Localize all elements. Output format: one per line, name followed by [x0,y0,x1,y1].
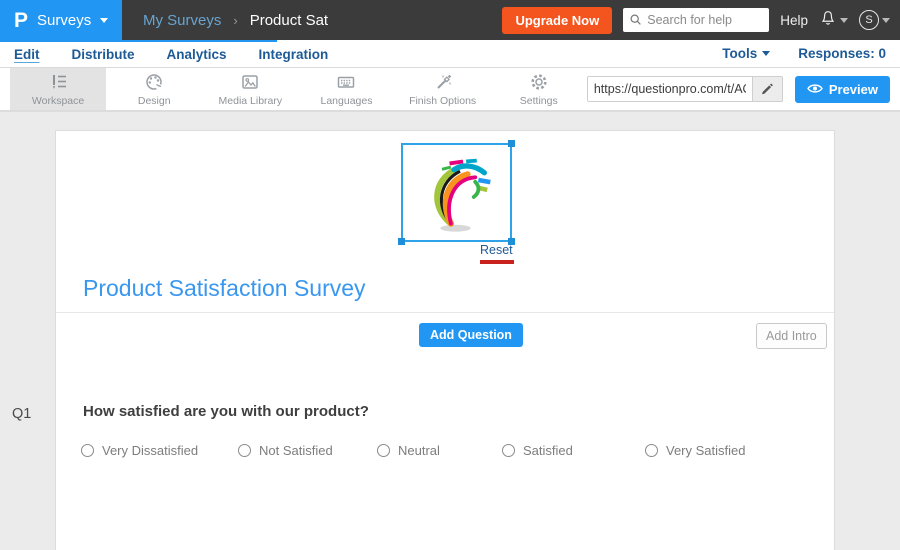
survey-card: Reset Product Satisfaction Survey Add Qu… [55,130,835,550]
tab-integration[interactable]: Integration [258,47,329,62]
reset-red-underline [480,260,514,264]
help-link[interactable]: Help [780,12,808,28]
answer-option-neutral[interactable]: Neutral [377,443,440,458]
breadcrumb-my-surveys[interactable]: My Surveys [143,11,222,29]
help-search [623,8,770,32]
header-accent-strip [0,40,277,42]
account-menu[interactable]: S [859,10,890,30]
app-logo-menu[interactable]: P Surveys [0,0,122,40]
answer-options-row: Very Dissatisfied Not Satisfied Neutral … [56,443,834,467]
surveys-menu-label: Surveys [37,11,92,29]
preview-button[interactable]: Preview [794,75,890,103]
languages-icon [335,71,357,93]
toolbar-item-label: Design [137,95,171,107]
workspace-canvas: Q1 [0,112,900,550]
resize-handle-top-right[interactable] [508,140,515,147]
search-icon [629,13,642,31]
toolbar-item-finish-options[interactable]: Finish Options [395,68,491,110]
resize-handle-bottom-right[interactable] [508,238,515,245]
question-text[interactable]: How satisfied are you with our product? [83,403,369,420]
preview-button-label: Preview [828,81,878,97]
finish-options-icon [432,71,454,93]
radio-icon[interactable] [81,444,94,457]
chevron-down-icon [100,17,109,23]
notifications-menu[interactable] [819,9,848,32]
toolbar-item-workspace[interactable]: Workspace [10,68,107,110]
toolbar-item-label: Media Library [218,95,283,107]
survey-title[interactable]: Product Satisfaction Survey [83,275,366,301]
toolbar-item-label: Settings [519,95,558,107]
media-library-icon [239,71,261,93]
survey-url-input[interactable] [587,77,752,101]
answer-option-label: Neutral [398,443,440,458]
edit-url-button[interactable] [751,77,782,101]
tab-edit[interactable]: Edit [14,47,40,62]
toolbar-item-label: Languages [320,95,373,107]
toolbar-item-design[interactable]: Design [106,68,202,110]
add-question-button[interactable]: Add Question [419,323,523,347]
responses-count[interactable]: Responses: 0 [798,46,886,61]
tab-distribute[interactable]: Distribute [71,47,135,62]
answer-option-label: Satisfied [523,443,573,458]
logo-selection-box[interactable] [398,140,515,245]
chevron-down-icon [840,17,848,23]
question-number: Q1 [12,406,32,422]
divider [56,312,834,313]
survey-nav-tabs: Edit Distribute Analytics Integration To… [0,40,900,68]
bell-icon [819,9,837,32]
answer-option-very-satisfied[interactable]: Very Satisfied [645,443,746,458]
chevron-down-icon [762,51,771,56]
breadcrumb: My Surveys › Product Sat [143,0,328,40]
toolbar-item-media-library[interactable]: Media Library [202,68,298,110]
toolbar-item-languages[interactable]: Languages [298,68,394,110]
reset-logo-link[interactable]: Reset [480,243,513,257]
radio-icon[interactable] [502,444,515,457]
tab-analytics[interactable]: Analytics [166,47,227,62]
add-intro-button[interactable]: Add Intro [756,323,827,349]
answer-option-label: Very Satisfied [666,443,746,458]
questionpro-logo-icon: P [14,8,29,32]
answer-option-satisfied[interactable]: Satisfied [502,443,573,458]
avatar: S [859,10,879,30]
toolbar-item-label: Workspace [31,95,85,107]
survey-url-field [586,76,783,102]
breadcrumb-current-survey: Product Sat [249,11,329,29]
search-help-input[interactable] [623,8,770,32]
radio-icon[interactable] [238,444,251,457]
toolbar-item-settings[interactable]: Settings [491,68,587,110]
workspace-icon [47,71,69,93]
design-icon [143,71,165,93]
toolbar-item-label: Finish Options [409,95,477,107]
tools-menu-label: Tools [722,46,758,61]
answer-option-label: Very Dissatisfied [102,443,199,458]
settings-icon [528,71,550,93]
radio-icon[interactable] [645,444,658,457]
top-header-bar: P Surveys My Surveys › Product Sat Upgra… [0,0,900,40]
radio-icon[interactable] [377,444,390,457]
resize-handle-bottom-left[interactable] [398,238,405,245]
answer-option-not-satisfied[interactable]: Not Satisfied [238,443,333,458]
survey-logo-image[interactable] [419,153,495,240]
answer-option-very-dissatisfied[interactable]: Very Dissatisfied [81,443,198,458]
upgrade-now-button[interactable]: Upgrade Now [502,6,613,34]
answer-option-label: Not Satisfied [259,443,333,458]
pencil-icon [760,81,774,98]
tools-menu[interactable]: Tools [722,46,771,61]
breadcrumb-separator-icon: › [233,12,238,28]
eye-icon [807,82,823,97]
chevron-down-icon [882,17,890,23]
editor-toolbar: Workspace Design Media Library Languages… [0,68,900,112]
